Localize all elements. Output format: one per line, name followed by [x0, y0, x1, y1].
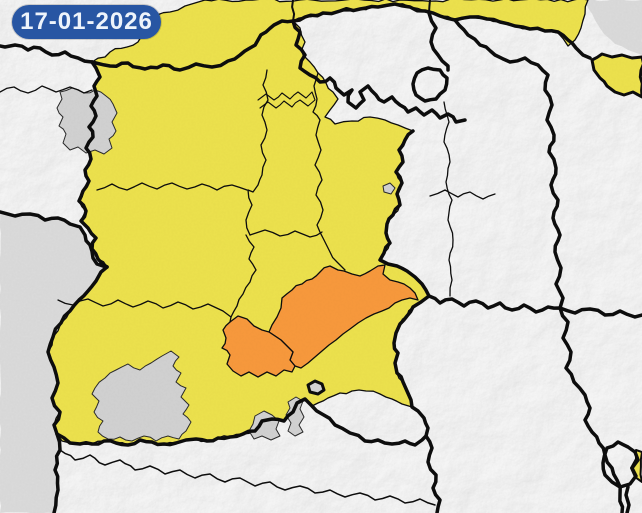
province-zamora-salamanca	[57, 298, 232, 318]
border-cyl-south	[55, 397, 428, 447]
border-soria-rioja	[427, 294, 642, 319]
border-aragon-south	[558, 306, 625, 513]
enclave-small-south	[306, 379, 326, 396]
border-asturias-coastband	[90, 2, 592, 72]
date-badge: 17-01-2026	[12, 5, 161, 39]
border-portugal-north	[0, 210, 109, 269]
thin-extremadura-toledo	[59, 449, 436, 506]
enclave-southeast-blob	[601, 440, 640, 489]
divider-band-2	[428, 0, 431, 14]
border-galicia-asturias	[0, 43, 94, 64]
enclave-north	[411, 66, 449, 103]
border-portugal-east	[46, 265, 109, 513]
border-basque-rioja	[453, 18, 565, 310]
border-se-tail	[624, 485, 631, 513]
border-cantabria-east	[427, 11, 450, 72]
border-galicia-west	[77, 60, 109, 269]
divider-band-1	[291, 0, 296, 22]
thin-galicia-internal	[0, 85, 93, 94]
border-cyl-east	[378, 129, 442, 513]
border-cantabria-meander	[291, 19, 467, 124]
province-leon-zamora	[96, 182, 248, 191]
province-meander-squiggle	[257, 91, 316, 109]
province-valladolid-avila	[229, 234, 257, 323]
province-palencia-burgos	[312, 72, 346, 271]
thin-burgos-rioja	[443, 101, 454, 297]
province-leon-palencia	[245, 69, 269, 236]
province-valladolid-north	[249, 229, 323, 238]
thin-rioja-soria	[429, 189, 496, 200]
